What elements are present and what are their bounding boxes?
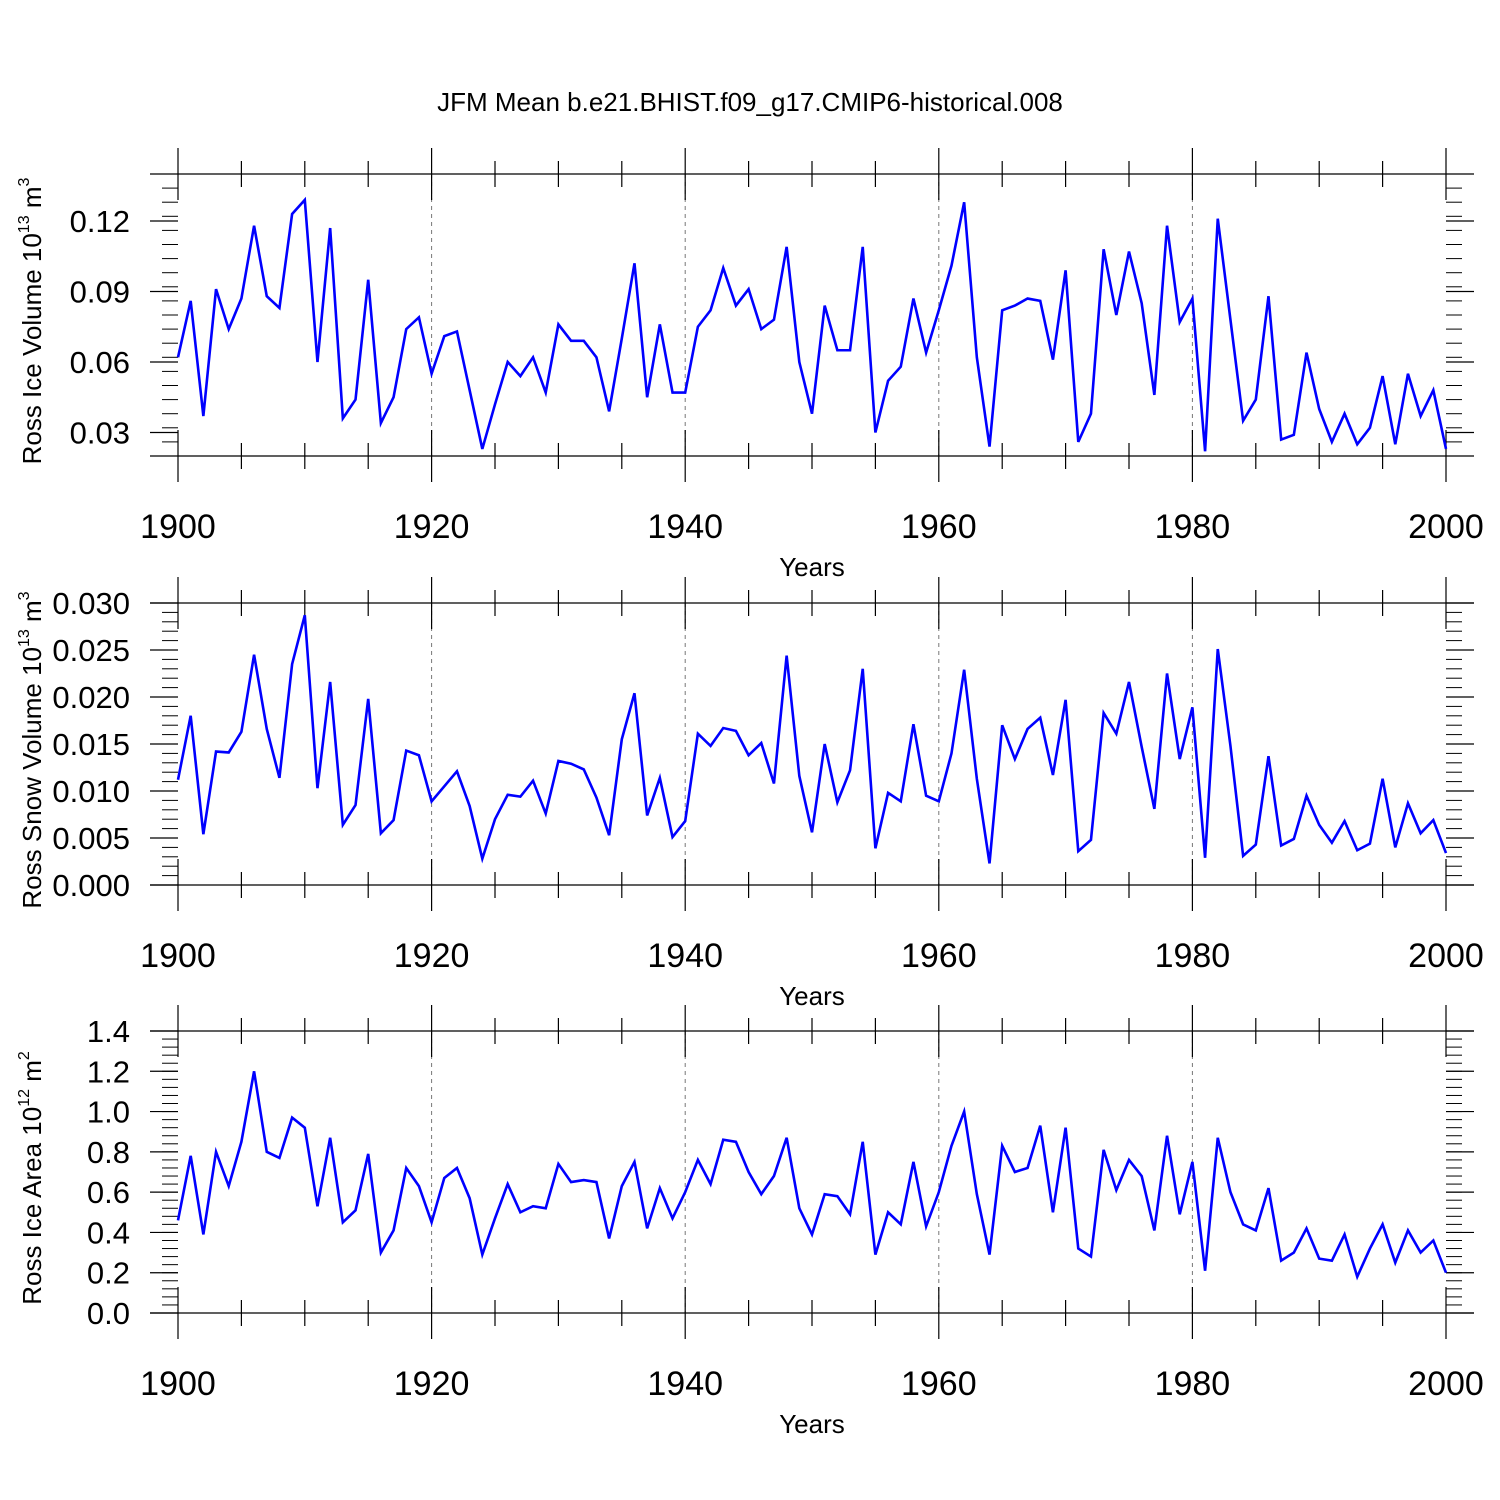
y-tick-label: 0.09 [70,275,130,310]
y-tick-label: 1.0 [87,1095,130,1130]
x-tick-label: 1980 [1155,937,1231,975]
y-tick-label: 0.015 [52,727,130,762]
y-tick-label: 0.020 [52,680,130,715]
x-tick-label: 1920 [394,937,470,975]
y-tick-label: 1.2 [87,1054,130,1089]
y-tick-label: 0.025 [52,633,130,668]
x-tick-label: 1900 [140,937,216,975]
y-tick-label: 0.06 [70,345,130,380]
x-tick-label: 1960 [901,1365,977,1403]
y-tick-label: 0.010 [52,774,130,809]
x-tick-label: 1940 [647,508,723,546]
y-tick-label: 0.0 [87,1296,130,1331]
y-axis-title: Ross Snow Volume 1013 m3 [16,591,47,908]
x-tick-label: 1920 [394,508,470,546]
y-axis-title: Ross Ice Area 1012 m2 [16,1051,47,1305]
x-axis-title: Years [779,552,845,582]
x-axis-title: Years [779,981,845,1011]
x-tick-label: 2000 [1408,1365,1484,1403]
x-axis-title: Years [779,1409,845,1439]
panel-ice-volume: 0.03 0.06 0.09 0.12 1900 1920 1940 1960 1980 2000… [16,148,1484,582]
x-tick-label: 1940 [647,1365,723,1403]
y-tick-label: 0.030 [52,586,130,621]
x-tick-label: 1900 [140,508,216,546]
x-tick-label: 1960 [901,937,977,975]
x-tick-label: 2000 [1408,508,1484,546]
x-tick-label: 2000 [1408,937,1484,975]
y-tick-label: 0.03 [70,416,130,451]
series-line-ice-volume [176,196,1448,452]
panel-snow-volume: 0.000 0.005 0.010 0.015 0.020 0.025 0.030 1900 1… [16,577,1484,1011]
series-line-ice-area [176,1071,1448,1281]
x-tick-label: 1980 [1155,508,1231,546]
x-tick-label: 1900 [140,1365,216,1403]
y-axis-title: Ross Ice Volume 1013 m3 [16,177,47,464]
figure-title: JFM Mean b.e21.BHIST.f09_g17.CMIP6-histo… [437,87,1063,117]
x-tick-label: 1980 [1155,1365,1231,1403]
y-tick-label: 0.8 [87,1135,130,1170]
y-tick-label: 0.12 [70,204,130,239]
x-tick-label: 1940 [647,937,723,975]
y-tick-label: 0.2 [87,1256,130,1291]
panel-ice-area: 0.0 0.2 0.4 0.6 0.8 1.0 1.2 1.4 1900 1920 1940 1960… [16,1005,1484,1439]
y-tick-label: 1.4 [87,1014,130,1049]
y-tick-label: 0.6 [87,1175,130,1210]
y-tick-label: 0.4 [87,1215,130,1250]
x-tick-label: 1920 [394,1365,470,1403]
y-tick-label: 0.005 [52,821,130,856]
x-tick-label: 1960 [901,508,977,546]
y-tick-label: 0.000 [52,868,130,903]
series-line-snow-volume [176,614,1448,864]
